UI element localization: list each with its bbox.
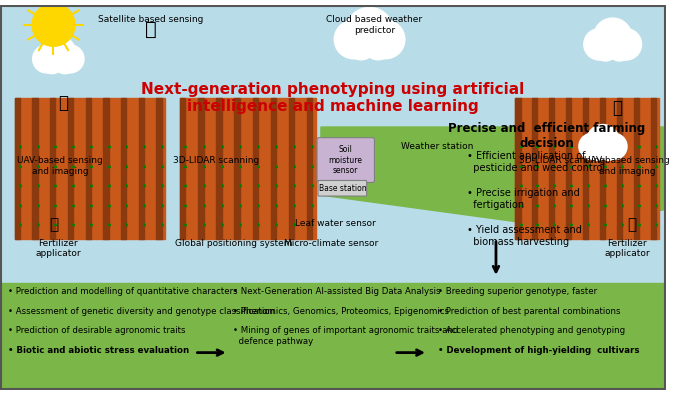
Text: • Development of high-yielding  cultivars: • Development of high-yielding cultivars (438, 346, 639, 355)
Bar (289, 98, 295, 239)
Circle shape (579, 134, 605, 160)
Text: • Mining of genes of important agronomic traits and
  defence pathway: • Mining of genes of important agronomic… (234, 326, 459, 346)
Bar (156, 98, 162, 239)
Text: UAV-based sensing
and imaging: UAV-based sensing and imaging (584, 156, 670, 175)
Bar (14, 98, 20, 239)
Text: Next-generation phenotyping using artificial
intelligence and machine learning: Next-generation phenotyping using artifi… (141, 82, 524, 114)
Text: 3D-LIDAR scanning: 3D-LIDAR scanning (519, 156, 606, 165)
Text: 🚜: 🚜 (627, 217, 636, 232)
Text: • Phenomics, Genomics, Proteomics, Epigenomics: • Phenomics, Genomics, Proteomics, Epige… (234, 307, 449, 316)
Bar (583, 98, 588, 239)
Circle shape (601, 134, 627, 160)
Bar (216, 98, 222, 239)
Text: 🛰: 🛰 (145, 20, 157, 39)
Bar (103, 98, 109, 239)
Circle shape (346, 8, 393, 55)
Bar (50, 98, 55, 239)
Bar (307, 98, 312, 239)
Bar (0, 282, 667, 389)
Circle shape (599, 140, 619, 160)
Text: • Precise irrigation and
  fertigation: • Precise irrigation and fertigation (466, 188, 580, 210)
Text: Precise and  efficient farming
decision: Precise and efficient farming decision (448, 122, 645, 150)
Text: Global positioning system: Global positioning system (175, 239, 292, 248)
Circle shape (366, 20, 405, 59)
Bar (86, 98, 91, 239)
Circle shape (334, 20, 373, 59)
Bar (32, 98, 38, 239)
Text: Leaf water sensor: Leaf water sensor (295, 219, 376, 228)
Bar (651, 98, 656, 239)
Bar (532, 98, 538, 239)
Bar (180, 98, 316, 239)
Circle shape (33, 45, 61, 73)
Circle shape (608, 36, 632, 61)
Circle shape (53, 52, 75, 74)
Text: Weather station: Weather station (401, 141, 474, 150)
Bar (617, 98, 622, 239)
Text: Soil
moisture
sensor: Soil moisture sensor (328, 145, 362, 175)
Text: • Breeding superior genotype, faster: • Breeding superior genotype, faster (438, 288, 597, 297)
Bar (634, 98, 639, 239)
Text: • Next-Generation AI-assisted Big Data Analysis: • Next-Generation AI-assisted Big Data A… (234, 288, 441, 297)
Text: Fertilizer
applicator: Fertilizer applicator (604, 239, 650, 258)
Bar (549, 98, 554, 239)
Bar (253, 98, 258, 239)
Text: Base station: Base station (319, 184, 366, 193)
Text: • Prediction and modelling of quantitative characters: • Prediction and modelling of quantitati… (8, 288, 238, 297)
Circle shape (584, 28, 615, 60)
Text: • Assessment of genetic diversity and genotype classification: • Assessment of genetic diversity and ge… (8, 307, 275, 316)
Bar (68, 98, 73, 239)
Text: • Accelerated phenotyping and genotyping: • Accelerated phenotyping and genotyping (438, 326, 625, 335)
Circle shape (587, 140, 608, 160)
Text: • Yield assessment and
  biomass harvesting: • Yield assessment and biomass harvestin… (466, 225, 582, 247)
Circle shape (41, 52, 63, 74)
Text: 🚁: 🚁 (612, 98, 623, 117)
Circle shape (41, 36, 75, 70)
Circle shape (593, 18, 632, 56)
Bar (121, 98, 126, 239)
Circle shape (593, 36, 618, 61)
Text: Cloud based weather
predictor: Cloud based weather predictor (326, 15, 423, 34)
Circle shape (346, 30, 376, 60)
Circle shape (32, 4, 75, 46)
Text: • Efficient application of
  pesticide and weed control: • Efficient application of pesticide and… (466, 151, 605, 173)
Text: 🚁: 🚁 (58, 94, 68, 112)
Bar (600, 98, 605, 239)
Circle shape (587, 124, 619, 157)
Circle shape (610, 28, 642, 60)
Bar (515, 98, 521, 239)
Bar (139, 98, 144, 239)
Polygon shape (321, 127, 667, 224)
Text: Fertilizer
applicator: Fertilizer applicator (36, 239, 81, 258)
Circle shape (56, 45, 84, 73)
Text: • Prediction of best parental combinations: • Prediction of best parental combinatio… (438, 307, 620, 316)
Bar (180, 98, 186, 239)
Bar (271, 98, 276, 239)
FancyBboxPatch shape (318, 181, 366, 196)
Text: Satellite based sensing: Satellite based sensing (98, 15, 203, 24)
Text: Micro-climate sensor: Micro-climate sensor (284, 239, 377, 248)
Text: UAV-based sensing
and imaging: UAV-based sensing and imaging (17, 156, 103, 175)
Text: 3D-LIDAR scanning: 3D-LIDAR scanning (173, 156, 259, 165)
Bar (198, 98, 203, 239)
Bar (566, 98, 571, 239)
FancyBboxPatch shape (317, 138, 375, 182)
Bar (14, 98, 165, 239)
Text: 🚜: 🚜 (49, 217, 58, 232)
Circle shape (363, 30, 393, 60)
Bar (515, 98, 660, 239)
Text: • Prediction of desirable agronomic traits: • Prediction of desirable agronomic trai… (8, 326, 185, 335)
Bar (234, 98, 240, 239)
Text: • Biotic and abiotic stress evaluation: • Biotic and abiotic stress evaluation (8, 346, 189, 355)
